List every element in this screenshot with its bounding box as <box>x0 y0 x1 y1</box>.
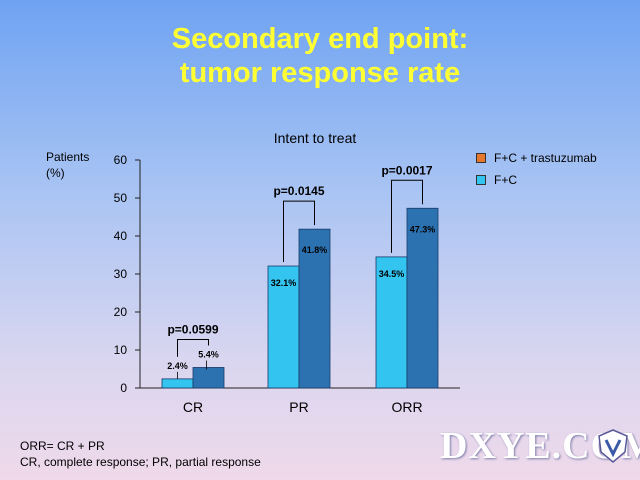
x-tick-label-orr: ORR <box>391 399 422 415</box>
pvalue-bracket-pr <box>283 200 315 263</box>
bar-fc-pr <box>267 265 300 389</box>
y-tick-label: 30 <box>114 267 128 281</box>
data-label-fc-cr: 2.4% <box>167 361 188 371</box>
y-axis-label-line-2: (%) <box>46 166 65 180</box>
data-label-fc-orr: 34.5% <box>379 269 405 279</box>
title-line-1: Secondary end point: <box>171 23 469 55</box>
pvalue-label-orr: p=0.0017 <box>381 163 432 177</box>
bar-trastuzumab-pr <box>298 228 331 389</box>
legend-item-fc: F+C <box>476 172 597 188</box>
x-tick-label-cr: CR <box>183 399 203 415</box>
chart-subtitle: Intent to treat <box>273 130 357 146</box>
data-label-trastuzumab-pr: 41.8% <box>302 245 328 255</box>
footnote: ORR= CR + PR CR, complete response; PR, … <box>20 438 261 470</box>
data-label-trastuzumab-cr: 5.4% <box>198 349 219 359</box>
pvalue-bracket-cr <box>177 338 209 357</box>
y-tick-label: 20 <box>114 305 128 319</box>
bar-trastuzumab-orr <box>406 207 439 389</box>
legend: F+C + trastuzumab F+C <box>476 150 597 194</box>
y-tick-label: 40 <box>114 229 128 243</box>
y-tick-label: 0 <box>120 381 127 395</box>
bar-fc-orr <box>375 256 408 389</box>
legend-label-fc: F+C <box>494 173 518 187</box>
y-axis-label-line-1: Patients <box>46 150 90 164</box>
pvalue-label-pr: p=0.0145 <box>273 184 324 198</box>
legend-label-trastuzumab: F+C + trastuzumab <box>494 151 597 165</box>
footnote-line-1: ORR= CR + PR <box>20 439 105 453</box>
data-label-fc-pr: 32.1% <box>271 278 297 288</box>
bar-trastuzumab-cr <box>192 367 225 389</box>
y-tick-label: 60 <box>114 153 128 167</box>
y-tick-label: 50 <box>114 191 128 205</box>
slide-title: Secondary end point: tumor response rate <box>0 22 640 90</box>
y-tick-label: 10 <box>114 343 128 357</box>
legend-swatch-fc <box>476 175 486 185</box>
data-label-trastuzumab-orr: 47.3% <box>410 224 436 234</box>
footnote-line-2: CR, complete response; PR, partial respo… <box>20 455 261 469</box>
watermark-shield-icon <box>598 429 628 463</box>
y-axis-label: Patients (%) <box>46 149 89 181</box>
title-line-2: tumor response rate <box>179 57 461 89</box>
pvalue-label-cr: p=0.0599 <box>167 322 218 336</box>
legend-swatch-trastuzumab <box>476 153 486 163</box>
x-tick-label-pr: PR <box>289 399 308 415</box>
bar-fc-cr <box>161 378 194 389</box>
legend-item-trastuzumab: F+C + trastuzumab <box>476 150 597 166</box>
pvalue-bracket-orr <box>391 179 423 253</box>
